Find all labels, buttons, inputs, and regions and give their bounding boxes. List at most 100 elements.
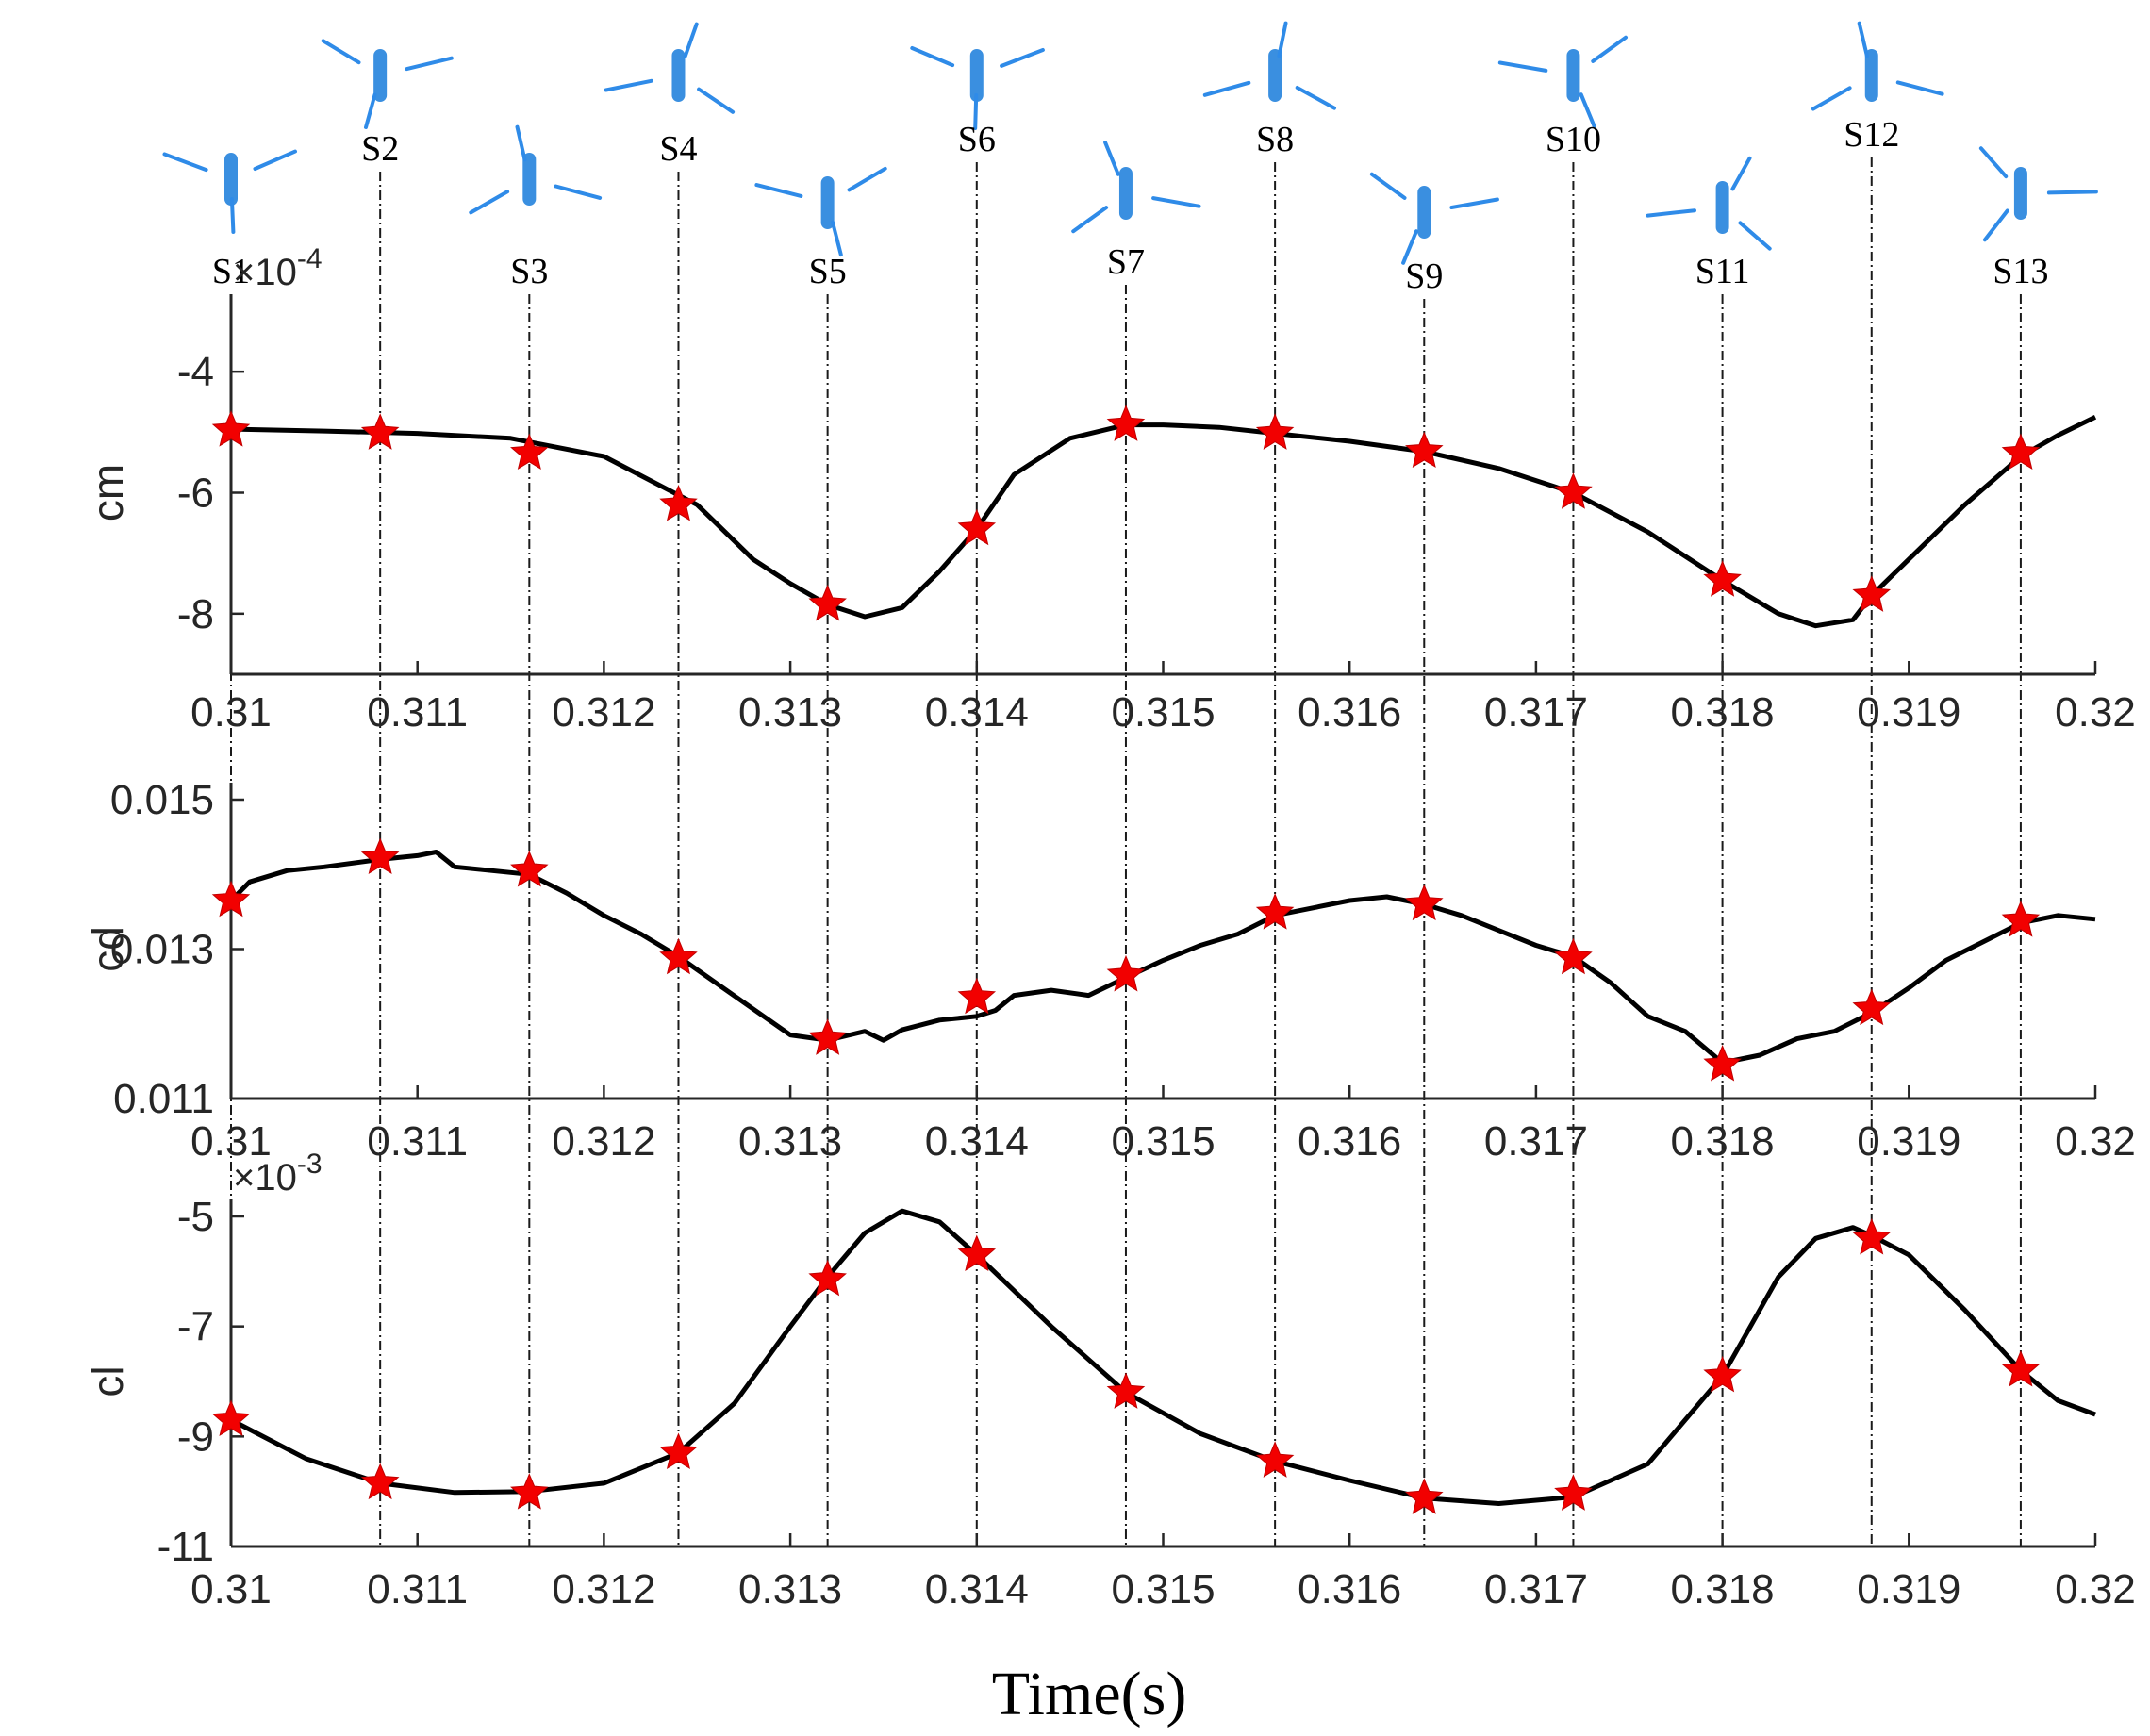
x-tick-label: 0.32	[2055, 689, 2136, 736]
rotor-blade	[1369, 172, 1407, 200]
snapshot-marker	[211, 880, 251, 918]
x-axis-title: Time(s)	[992, 1660, 1187, 1728]
x-tick-label: 0.315	[1111, 689, 1215, 736]
snapshot-marker	[659, 937, 698, 975]
rotor-snapshot-icon	[1071, 141, 1201, 234]
x-tick-label: 0.317	[1484, 689, 1588, 736]
rotor-hub	[1268, 49, 1282, 102]
rotor-blade	[1857, 21, 1869, 58]
rotor-snapshot-icon	[1978, 146, 2098, 242]
rotor-blade	[973, 93, 979, 130]
rotor-blade	[1730, 156, 1752, 191]
x-tick-label: 0.317	[1484, 1118, 1588, 1165]
y-tick-label: 0.011	[113, 1076, 214, 1122]
snapshot-label: S1	[212, 252, 250, 291]
snapshot-label: S13	[1993, 252, 2048, 291]
x-tick-label: 0.313	[738, 689, 842, 736]
snapshot-marker	[1554, 472, 1593, 509]
x-tick-label: 0.312	[552, 1118, 655, 1165]
x-tick-label: 0.314	[925, 1118, 1029, 1165]
rotor-snapshot-icon	[910, 46, 1045, 130]
rotor-snapshot-icon	[162, 149, 297, 234]
snapshot-marker	[1255, 1441, 1295, 1478]
x-tick-label: 0.319	[1857, 689, 1960, 736]
x-tick-label: 0.316	[1298, 1566, 1401, 1612]
rotor-blade	[515, 124, 527, 162]
rotor-hub	[1864, 49, 1878, 102]
x-tick-label: 0.313	[738, 1118, 842, 1165]
rotor-blade	[1000, 48, 1045, 68]
rotor-blade	[1579, 92, 1596, 128]
x-tick-label: 0.319	[1857, 1118, 1960, 1165]
x-tick-label: 0.318	[1671, 1566, 1775, 1612]
rotor-snapshot-icon	[604, 22, 736, 114]
rotor-blade	[2046, 190, 2098, 195]
snapshot-marker	[360, 413, 400, 450]
snapshot-label: S4	[659, 129, 697, 169]
snapshot-label: S6	[958, 120, 996, 159]
axis-multiplier-exponent: -3	[297, 1149, 322, 1180]
snapshot-marker	[659, 484, 698, 521]
rotor-blade	[469, 190, 510, 215]
snapshot-marker	[1405, 1478, 1444, 1514]
cm-curve	[230, 415, 2097, 629]
cl-panel: 0.31 0.311 0.312 0.313 0.314 0.315 0.316 0.317 0…	[83, 1149, 2136, 1612]
x-tick-label: 0.315	[1111, 1566, 1215, 1612]
y-tick-label: -9	[177, 1414, 214, 1460]
snapshot-marker	[1106, 1372, 1146, 1409]
rotor-blade	[1202, 80, 1251, 97]
snapshot-marker	[510, 433, 549, 471]
snapshot-marker	[957, 977, 997, 1015]
x-tick-label: 0.314	[925, 1566, 1029, 1612]
rotor-blade	[697, 87, 736, 114]
rotor-blade	[910, 46, 955, 68]
rotor-blade	[1646, 208, 1696, 218]
snapshot-marker	[808, 1259, 847, 1297]
snapshot-marker	[360, 837, 400, 875]
rotor-blade	[1295, 86, 1336, 110]
snapshot-label: S11	[1695, 252, 1750, 291]
snapshot-marker	[1255, 893, 1295, 930]
x-tick-label: 0.32	[2055, 1566, 2136, 1612]
snapshot-guide-lines	[230, 157, 2022, 1546]
y-tick-label: -8	[177, 591, 214, 637]
snapshot-marker	[1703, 1044, 1742, 1082]
rotor-blade	[253, 149, 297, 171]
snapshot-marker	[2001, 433, 2041, 471]
rotor-blade	[1151, 196, 1201, 208]
rotor-hub	[1566, 49, 1580, 102]
axis-multiplier: ×10-3	[233, 1149, 322, 1199]
cd-panel: 0.31 0.311 0.312 0.313 0.314 0.315 0.316 0.317 0…	[83, 777, 2136, 1165]
x-tick-label: 0.31	[190, 1566, 272, 1612]
rotor-blade	[162, 152, 208, 173]
rotor-blade	[683, 22, 699, 58]
y-tick-label: -6	[177, 471, 214, 517]
snapshot-marker	[1106, 954, 1146, 992]
x-tick-label: 0.312	[552, 689, 655, 736]
snapshot-marker	[659, 1432, 698, 1470]
rotor-hub	[1118, 167, 1133, 220]
snapshot-marker	[510, 851, 549, 887]
rotor-snapshot-icon	[321, 39, 454, 129]
y-axis-label: cm	[83, 464, 132, 521]
x-tick-label: 0.311	[367, 1118, 468, 1165]
axis-multiplier-exponent: -4	[297, 243, 322, 274]
snapshot-marker	[1852, 1217, 1892, 1255]
x-tick-label: 0.316	[1298, 1118, 1401, 1165]
x-tick-label: 0.318	[1671, 689, 1775, 736]
rotor-blade	[1103, 141, 1120, 176]
x-tick-label: 0.318	[1671, 1118, 1775, 1165]
snapshot-marker	[1852, 988, 1892, 1026]
y-tick-label: 0.015	[110, 777, 214, 823]
rotor-blade	[1978, 146, 2009, 179]
rotor-blade	[1071, 206, 1109, 234]
snapshot-label: S7	[1107, 242, 1145, 282]
x-tick-label: 0.311	[367, 689, 468, 736]
rotor-blade	[1982, 208, 2009, 242]
snapshot-label: S2	[361, 129, 399, 169]
rotor-hub	[1715, 181, 1729, 234]
snapshot-marker	[211, 410, 251, 447]
snapshot-marker	[360, 1463, 400, 1500]
rotor-snapshot-icon	[754, 166, 887, 257]
